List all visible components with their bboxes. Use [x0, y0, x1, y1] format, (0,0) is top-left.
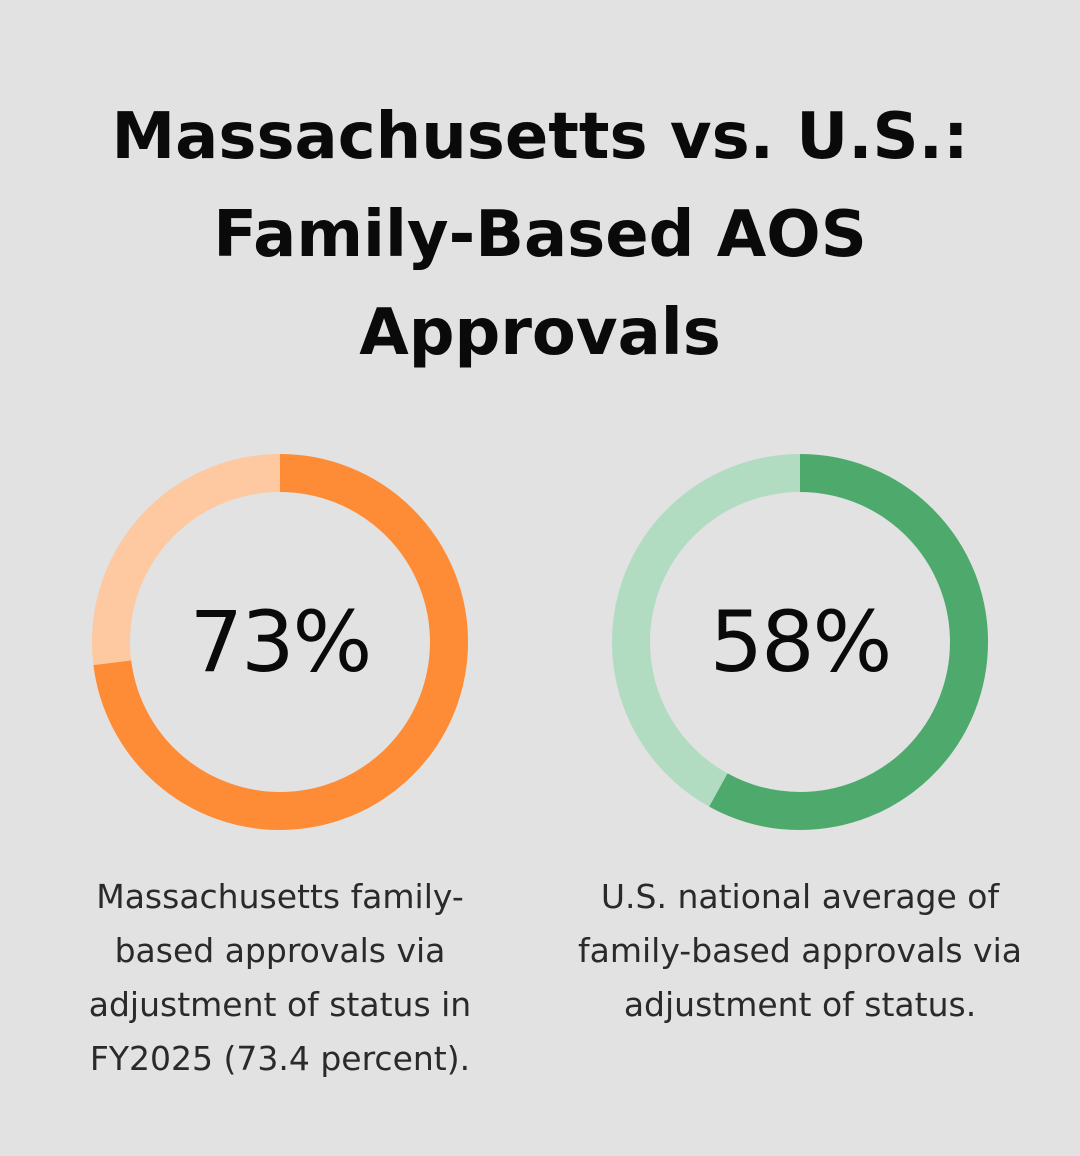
chart-title-line: Approvals	[359, 296, 721, 370]
massachusetts-caption: Massachusetts family- based approvals vi…	[40, 870, 520, 1086]
massachusetts-percent-value: 73%	[189, 593, 373, 691]
chart-title-line: Family-Based AOS	[213, 198, 867, 272]
us-donut-arc	[612, 454, 988, 830]
massachusetts-donut-chart: 73%	[90, 452, 470, 832]
caption-line: Massachusetts family-	[96, 877, 464, 916]
caption-line: U.S. national average of	[600, 877, 1000, 916]
caption-line: based approvals via	[114, 931, 446, 970]
caption-line: adjustment of status.	[623, 985, 977, 1024]
us-percent-value: 58%	[709, 593, 893, 691]
chart-title-line: Massachusetts vs. U.S.:	[111, 100, 969, 174]
caption-line: FY2025 (73.4 percent).	[89, 1039, 471, 1078]
caption-line: adjustment of status in	[88, 985, 472, 1024]
massachusetts-donut-svg	[92, 454, 468, 830]
us-caption: U.S. national average of family-based ap…	[560, 870, 1040, 1032]
us-donut-chart: 58%	[610, 452, 990, 832]
massachusetts-donut-arc	[92, 454, 468, 830]
caption-line: family-based approvals via	[578, 931, 1022, 970]
chart-title: Massachusetts vs. U.S.: Family-Based AOS…	[0, 88, 1080, 382]
us-donut-svg	[612, 454, 988, 830]
